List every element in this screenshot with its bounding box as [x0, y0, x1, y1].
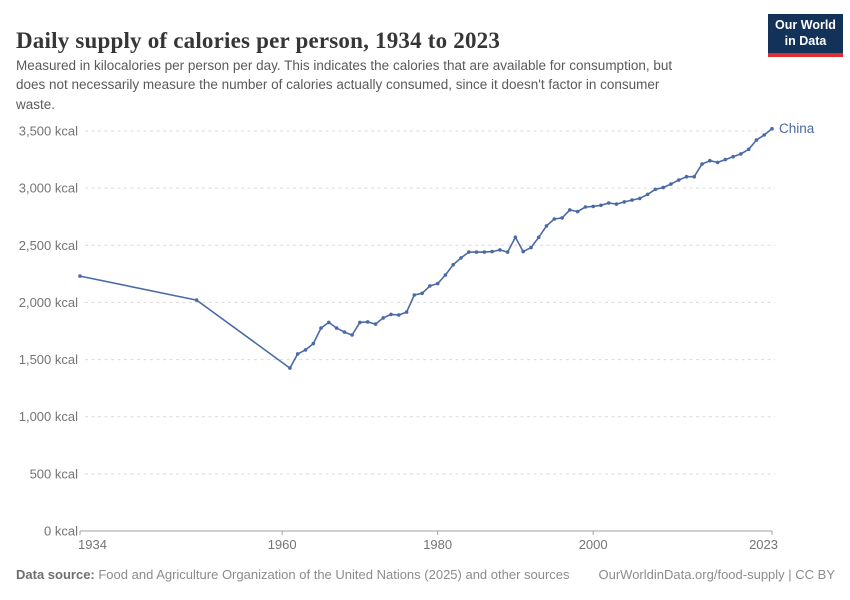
data-point-marker [505, 250, 510, 254]
data-point-marker [739, 152, 743, 156]
data-point-marker [334, 326, 339, 330]
data-point-marker [599, 203, 603, 208]
data-point-marker [536, 235, 541, 240]
owid-logo-line2: in Data [784, 33, 827, 48]
data-point-marker [397, 313, 401, 317]
chart-subtitle-line: Measured in kilocalories per person per … [16, 58, 673, 73]
data-point-marker [676, 178, 681, 182]
data-point-marker [365, 320, 370, 324]
data-point-marker [389, 312, 393, 317]
data-point-marker [591, 204, 595, 209]
x-axis-label: 1960 [268, 537, 297, 552]
data-point-marker [303, 348, 308, 352]
data-point-marker [731, 154, 735, 159]
y-axis-label: 2,500 kcal [19, 238, 78, 253]
data-point-marker [645, 192, 650, 197]
data-point-marker [544, 224, 549, 228]
data-point-marker [311, 341, 316, 346]
data-point-marker [762, 133, 766, 137]
data-point-marker [568, 208, 572, 212]
data-point-marker [723, 157, 728, 162]
data-point-marker [754, 138, 759, 142]
data-point-marker [482, 250, 487, 254]
data-point-marker [521, 249, 525, 254]
data-point-marker [715, 160, 720, 165]
data-point-marker [575, 209, 580, 214]
data-point-marker [498, 248, 502, 252]
data-point-marker [467, 250, 471, 254]
y-axis-label: 0 kcal [44, 524, 78, 539]
x-axis-label: 2023 [749, 537, 778, 552]
series-end-label: China [779, 121, 815, 136]
y-axis-label: 2,000 kcal [19, 295, 78, 310]
data-point-marker [381, 316, 386, 320]
y-axis-label: 500 kcal [30, 466, 79, 481]
data-point-marker [614, 202, 619, 206]
data-source-note: Data source: Food and Agriculture Organi… [16, 567, 570, 582]
data-point-marker [661, 185, 665, 190]
data-point-marker [288, 366, 292, 370]
data-point-marker [630, 198, 634, 202]
data-point-marker [552, 217, 557, 221]
x-axis-label: 1980 [423, 537, 452, 552]
data-point-marker [474, 250, 479, 254]
data-point-marker [412, 293, 417, 297]
data-point-marker [358, 320, 362, 325]
data-point-marker [684, 174, 689, 179]
data-point-marker [653, 187, 658, 192]
data-point-marker [327, 320, 331, 325]
y-axis-label: 3,000 kcal [19, 181, 78, 196]
y-axis-label: 1,000 kcal [19, 409, 78, 424]
y-axis-label: 1,500 kcal [19, 352, 78, 367]
data-point-marker [700, 162, 704, 166]
data-point-marker [622, 200, 627, 204]
data-point-marker [342, 330, 347, 334]
chart-subtitle-line: waste. [16, 96, 56, 112]
data-point-marker [638, 196, 642, 201]
x-axis-label: 2000 [579, 537, 608, 552]
data-source-label: Data source: [16, 567, 95, 582]
data-point-marker [78, 274, 82, 278]
data-point-marker [708, 158, 712, 163]
data-point-marker [373, 322, 378, 326]
data-point-marker [606, 201, 611, 205]
data-point-marker [459, 256, 463, 260]
data-point-marker [669, 182, 673, 186]
chart-footer: Data source: Food and Agriculture Organi… [16, 567, 835, 582]
series-line [79, 127, 773, 369]
data-point-marker [560, 216, 564, 220]
data-point-marker [746, 147, 751, 152]
owid-logo-line1: Our World [775, 18, 836, 32]
chart-subtitle-line: does not necessarily measure the number … [16, 77, 660, 93]
data-point-marker [295, 352, 300, 356]
owid-url-link[interactable]: OurWorldinData.org/food-supply | CC BY [598, 567, 835, 582]
data-point-marker [194, 298, 199, 302]
data-point-marker [435, 281, 440, 286]
data-point-marker [428, 284, 432, 288]
data-source-text: Food and Agriculture Organization of the… [94, 567, 570, 582]
data-point-marker [319, 326, 323, 330]
data-point-marker [451, 262, 456, 267]
data-point-marker [529, 245, 533, 250]
data-point-marker [350, 333, 354, 337]
data-point-marker [770, 126, 774, 131]
owid-logo[interactable]: Our World in Data [768, 14, 843, 58]
data-point-marker [420, 291, 424, 296]
y-axis-label: 3,500 kcal [19, 124, 78, 139]
data-point-marker [513, 235, 518, 240]
data-point-marker [692, 174, 696, 179]
chart-title: Daily supply of calories per person, 193… [16, 28, 501, 54]
x-axis-label: 1934 [78, 537, 107, 552]
data-point-marker [404, 310, 409, 314]
chart-subtitle: Measured in kilocalories per person per … [16, 56, 672, 114]
data-point-marker [443, 273, 448, 277]
data-point-marker [583, 205, 588, 209]
data-point-marker [490, 249, 494, 254]
